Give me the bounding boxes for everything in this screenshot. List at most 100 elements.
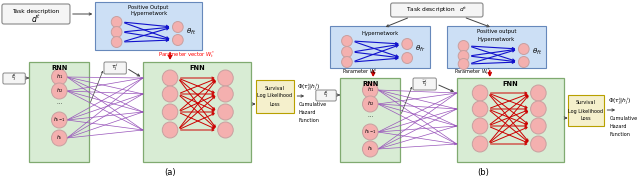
Circle shape — [362, 96, 378, 112]
Circle shape — [173, 35, 183, 46]
Circle shape — [218, 122, 233, 138]
Text: Cumulative: Cumulative — [609, 116, 637, 121]
Text: RNN: RNN — [51, 65, 67, 71]
FancyBboxPatch shape — [3, 73, 25, 84]
Circle shape — [362, 141, 378, 157]
Circle shape — [472, 118, 488, 134]
Text: Task description   $d^t$: Task description $d^t$ — [406, 5, 468, 15]
Text: Hypernetwork: Hypernetwork — [362, 30, 399, 35]
Text: $t_j^i$: $t_j^i$ — [11, 72, 17, 84]
Text: $h_{i-1}$: $h_{i-1}$ — [364, 128, 377, 137]
Bar — [457, 78, 564, 162]
Bar — [29, 62, 90, 162]
Text: $\theta_{fr}$: $\theta_{fr}$ — [415, 44, 425, 54]
Circle shape — [472, 85, 488, 101]
Text: Log Likelihood: Log Likelihood — [257, 93, 292, 98]
Circle shape — [362, 124, 378, 140]
Text: Hypernetwork: Hypernetwork — [130, 12, 167, 17]
Circle shape — [163, 122, 178, 138]
Circle shape — [342, 46, 352, 57]
Text: $h_i$: $h_i$ — [56, 134, 63, 142]
Text: Parameter $W_t^*$: Parameter $W_t^*$ — [454, 67, 490, 77]
Bar — [568, 95, 604, 126]
Circle shape — [218, 70, 233, 86]
Circle shape — [472, 136, 488, 152]
Text: Parameter vector $W_t^*$: Parameter vector $W_t^*$ — [159, 50, 216, 60]
Circle shape — [173, 22, 183, 33]
Circle shape — [51, 130, 67, 146]
Text: Cumulative: Cumulative — [298, 101, 326, 106]
Circle shape — [218, 104, 233, 120]
Text: $\Phi(\tau_j^i|h_j^i)$: $\Phi(\tau_j^i|h_j^i)$ — [298, 82, 321, 94]
Circle shape — [342, 35, 352, 46]
Text: (b): (b) — [477, 167, 489, 177]
Text: $d^t$: $d^t$ — [31, 13, 41, 25]
Text: Parameter $W_t^i$: Parameter $W_t^i$ — [342, 67, 378, 77]
Text: $\cdots$: $\cdots$ — [56, 101, 63, 106]
Text: Hazard: Hazard — [298, 109, 316, 114]
Bar — [330, 26, 429, 68]
Circle shape — [531, 85, 546, 101]
Circle shape — [518, 43, 529, 54]
Text: $\tau_j^i$: $\tau_j^i$ — [111, 62, 118, 74]
Circle shape — [531, 101, 546, 117]
Circle shape — [111, 36, 122, 48]
FancyBboxPatch shape — [104, 62, 126, 74]
Text: $h_1$: $h_1$ — [56, 73, 63, 82]
Text: Function: Function — [609, 132, 630, 137]
Text: Hazard: Hazard — [609, 124, 627, 129]
Circle shape — [472, 101, 488, 117]
FancyBboxPatch shape — [390, 3, 483, 17]
Text: $\theta_{ft}$: $\theta_{ft}$ — [532, 47, 543, 57]
Bar — [447, 26, 546, 68]
Circle shape — [218, 86, 233, 102]
Text: Task description: Task description — [12, 9, 60, 14]
Text: $\cdots$: $\cdots$ — [367, 114, 374, 119]
Text: $h_{i-1}$: $h_{i-1}$ — [53, 116, 66, 124]
Circle shape — [163, 86, 178, 102]
FancyBboxPatch shape — [316, 90, 336, 101]
Circle shape — [402, 53, 413, 64]
Text: Positive Output: Positive Output — [129, 6, 169, 11]
Circle shape — [531, 118, 546, 134]
Text: $h_1$: $h_1$ — [367, 86, 374, 95]
Text: Survival: Survival — [576, 101, 596, 106]
Text: Loss: Loss — [580, 116, 591, 122]
Circle shape — [111, 17, 122, 27]
Circle shape — [518, 56, 529, 67]
Circle shape — [163, 104, 178, 120]
Text: Survival: Survival — [265, 85, 285, 90]
Text: Hypernetwork: Hypernetwork — [478, 36, 515, 41]
Text: $h_2$: $h_2$ — [367, 100, 374, 108]
Text: (a): (a) — [164, 167, 176, 177]
Circle shape — [111, 27, 122, 38]
Circle shape — [51, 112, 67, 128]
Text: Function: Function — [298, 117, 319, 122]
FancyBboxPatch shape — [413, 78, 436, 90]
Circle shape — [51, 69, 67, 85]
Circle shape — [458, 59, 469, 69]
Bar — [95, 2, 202, 50]
Circle shape — [51, 83, 67, 99]
Circle shape — [362, 82, 378, 98]
Bar — [340, 78, 401, 162]
Text: $\theta_{ft}$: $\theta_{ft}$ — [186, 27, 196, 37]
FancyBboxPatch shape — [2, 4, 70, 24]
Text: $h_i$: $h_i$ — [367, 145, 373, 153]
Circle shape — [342, 56, 352, 67]
Text: FNN: FNN — [502, 81, 518, 87]
Bar — [143, 62, 251, 162]
Bar — [255, 80, 294, 113]
Text: Positive output: Positive output — [477, 30, 516, 35]
Text: Loss: Loss — [269, 101, 280, 106]
Text: $t_j^i$: $t_j^i$ — [323, 89, 328, 101]
Circle shape — [402, 38, 413, 49]
Text: RNN: RNN — [362, 81, 378, 87]
Text: Log Likelihood: Log Likelihood — [568, 109, 604, 114]
Circle shape — [163, 70, 178, 86]
Text: $h_2$: $h_2$ — [56, 87, 63, 95]
Circle shape — [531, 136, 546, 152]
Text: $\tilde{\tau}_j^i$: $\tilde{\tau}_j^i$ — [421, 78, 428, 90]
Circle shape — [458, 51, 469, 62]
Text: $\Phi(\tau_j^i|h_j^i)$: $\Phi(\tau_j^i|h_j^i)$ — [609, 96, 632, 108]
